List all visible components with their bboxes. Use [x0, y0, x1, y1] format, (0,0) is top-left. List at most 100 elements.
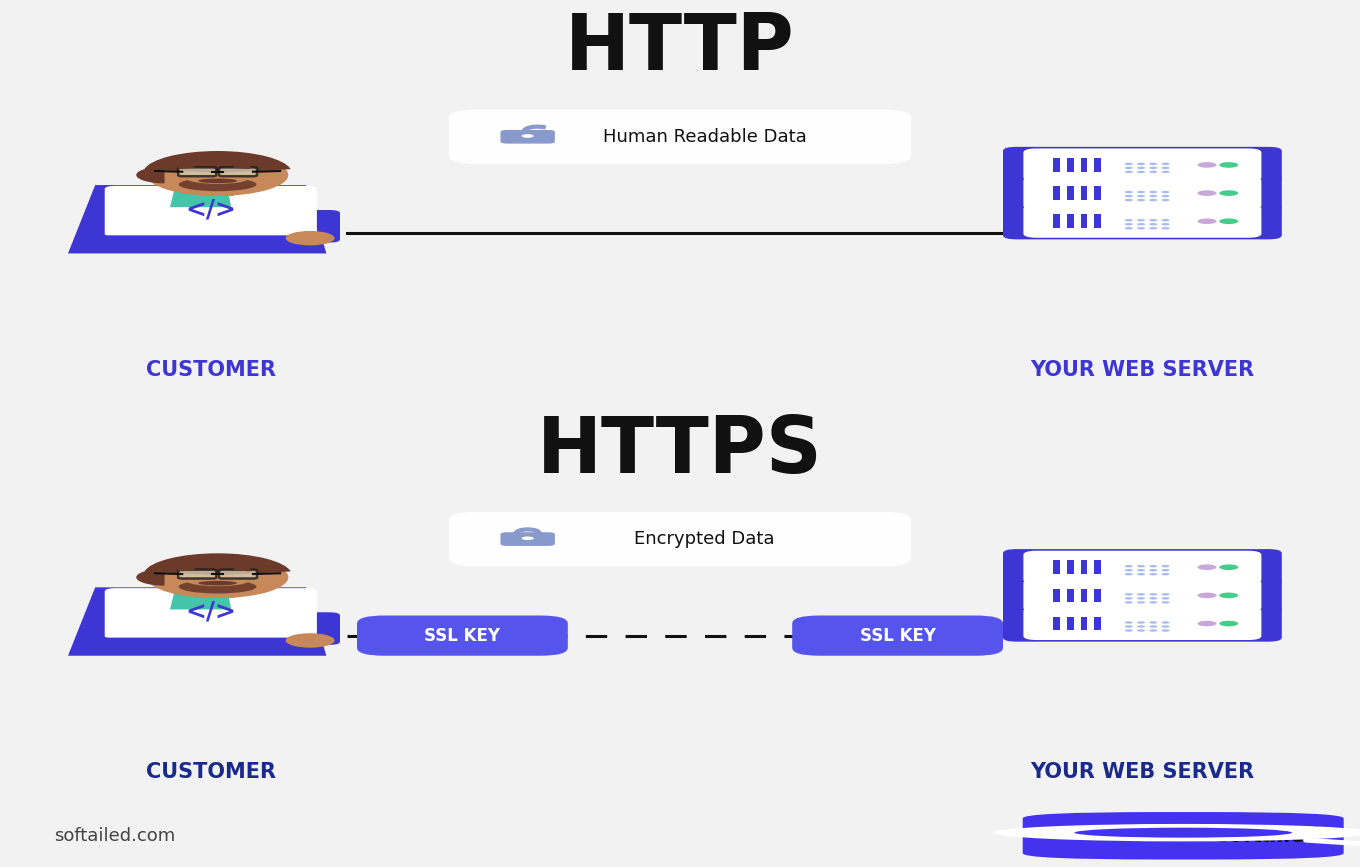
- Circle shape: [1149, 223, 1157, 225]
- Circle shape: [1161, 191, 1170, 193]
- Bar: [1053, 616, 1059, 630]
- Circle shape: [1137, 191, 1145, 193]
- Circle shape: [1149, 622, 1157, 623]
- Circle shape: [1149, 166, 1157, 169]
- Circle shape: [1137, 219, 1145, 221]
- Text: SSL KEY: SSL KEY: [424, 627, 500, 645]
- Circle shape: [1161, 219, 1170, 221]
- FancyBboxPatch shape: [1023, 551, 1262, 583]
- Circle shape: [1161, 565, 1170, 567]
- Bar: [1068, 214, 1074, 228]
- Text: softailed.com: softailed.com: [54, 827, 175, 844]
- Circle shape: [1197, 621, 1216, 626]
- Circle shape: [1125, 569, 1133, 571]
- Bar: [1068, 589, 1074, 603]
- Text: SSL KEY: SSL KEY: [860, 627, 936, 645]
- FancyBboxPatch shape: [1023, 205, 1262, 238]
- FancyBboxPatch shape: [1002, 147, 1281, 183]
- Circle shape: [1125, 219, 1133, 221]
- FancyBboxPatch shape: [178, 167, 216, 176]
- Ellipse shape: [186, 173, 249, 184]
- Bar: [1080, 186, 1088, 200]
- Bar: [1053, 158, 1059, 172]
- Circle shape: [1149, 195, 1157, 198]
- Circle shape: [1197, 162, 1216, 167]
- FancyBboxPatch shape: [201, 590, 234, 598]
- FancyBboxPatch shape: [1023, 177, 1262, 210]
- Circle shape: [1137, 569, 1145, 571]
- Text: Human Readable Data: Human Readable Data: [602, 127, 806, 146]
- Circle shape: [1149, 569, 1157, 571]
- Circle shape: [1125, 625, 1133, 628]
- Circle shape: [1149, 625, 1157, 628]
- Circle shape: [1161, 163, 1170, 165]
- Circle shape: [1137, 593, 1145, 596]
- Circle shape: [1125, 227, 1133, 230]
- Bar: [1068, 616, 1074, 630]
- Circle shape: [1125, 199, 1133, 201]
- Circle shape: [1137, 171, 1145, 173]
- Bar: [1053, 560, 1059, 574]
- Circle shape: [1149, 191, 1157, 193]
- FancyBboxPatch shape: [275, 210, 340, 243]
- Circle shape: [1125, 629, 1133, 632]
- Bar: [1068, 560, 1074, 574]
- Circle shape: [1149, 163, 1157, 165]
- Circle shape: [1125, 601, 1133, 603]
- FancyBboxPatch shape: [1023, 607, 1262, 640]
- Circle shape: [1219, 621, 1238, 626]
- Ellipse shape: [178, 178, 257, 192]
- Circle shape: [1149, 565, 1157, 567]
- Text: CUSTOMER: CUSTOMER: [146, 360, 276, 380]
- Circle shape: [1125, 163, 1133, 165]
- Polygon shape: [170, 581, 231, 610]
- Circle shape: [1137, 622, 1145, 623]
- Circle shape: [1149, 199, 1157, 201]
- FancyBboxPatch shape: [356, 616, 568, 655]
- Circle shape: [1161, 223, 1170, 225]
- Circle shape: [1219, 190, 1238, 196]
- Circle shape: [1161, 171, 1170, 173]
- Circle shape: [1125, 622, 1133, 623]
- Circle shape: [286, 633, 335, 648]
- FancyBboxPatch shape: [500, 130, 555, 144]
- Circle shape: [1197, 564, 1216, 570]
- Text: softailed: softailed: [1217, 825, 1321, 846]
- Circle shape: [1161, 166, 1170, 169]
- FancyBboxPatch shape: [1023, 812, 1344, 859]
- Bar: [1053, 214, 1059, 228]
- Bar: [1093, 214, 1100, 228]
- Circle shape: [521, 537, 533, 540]
- Circle shape: [1137, 597, 1145, 600]
- Polygon shape: [170, 179, 231, 207]
- Circle shape: [1125, 195, 1133, 198]
- FancyBboxPatch shape: [1002, 605, 1281, 642]
- Circle shape: [1149, 597, 1157, 600]
- FancyBboxPatch shape: [500, 532, 555, 546]
- Text: CUSTOMER: CUSTOMER: [146, 762, 276, 782]
- FancyBboxPatch shape: [449, 512, 911, 566]
- Bar: [1080, 560, 1088, 574]
- Circle shape: [1161, 622, 1170, 623]
- Circle shape: [1125, 171, 1133, 173]
- Circle shape: [1219, 564, 1238, 570]
- FancyBboxPatch shape: [1023, 148, 1262, 181]
- Circle shape: [1149, 629, 1157, 632]
- Circle shape: [1137, 166, 1145, 169]
- Circle shape: [1219, 592, 1238, 598]
- Wedge shape: [144, 553, 291, 576]
- Ellipse shape: [199, 179, 237, 183]
- Circle shape: [1149, 573, 1157, 576]
- Circle shape: [1125, 593, 1133, 596]
- FancyBboxPatch shape: [105, 588, 317, 635]
- Text: HTTP: HTTP: [566, 10, 794, 87]
- Bar: [1080, 158, 1088, 172]
- Circle shape: [1137, 199, 1145, 201]
- Circle shape: [1197, 190, 1216, 196]
- FancyBboxPatch shape: [105, 228, 317, 235]
- FancyBboxPatch shape: [1002, 203, 1281, 239]
- Text: YOUR WEB SERVER: YOUR WEB SERVER: [1031, 762, 1254, 782]
- Bar: [1093, 158, 1100, 172]
- Circle shape: [1125, 565, 1133, 567]
- Circle shape: [1161, 629, 1170, 632]
